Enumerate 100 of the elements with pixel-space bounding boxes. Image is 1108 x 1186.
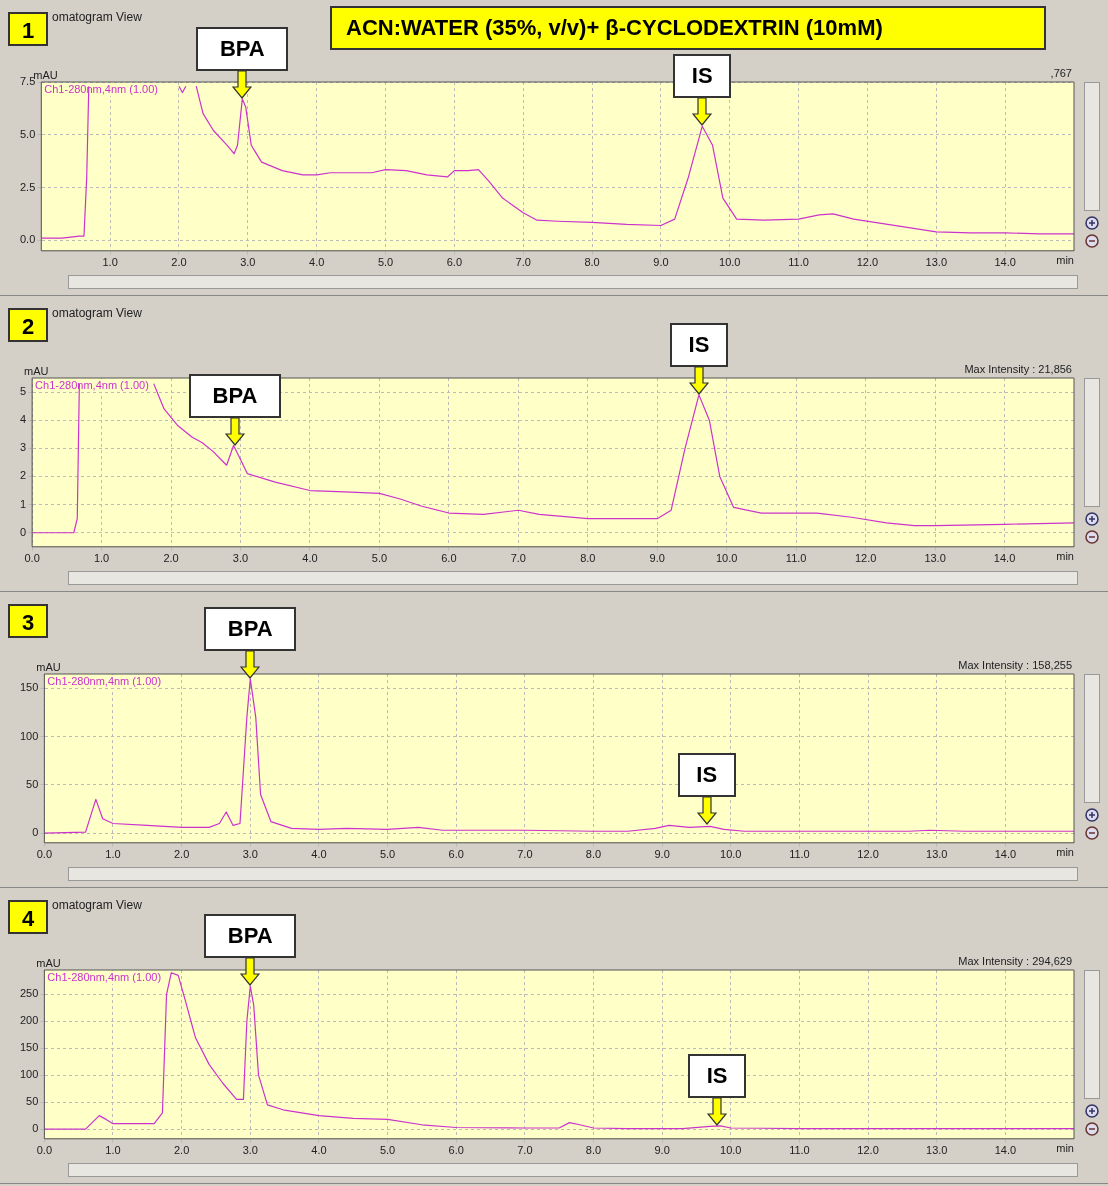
y-tick-label: 150 xyxy=(19,681,39,694)
y-tick-label: 0.0 xyxy=(19,233,36,246)
x-tick-label: 7.0 xyxy=(510,552,526,565)
x-tick-label: 2.0 xyxy=(173,1144,190,1157)
y-tick-label: 100 xyxy=(19,729,39,742)
y-tick-label: 5 xyxy=(19,385,27,398)
x-tick-label: 8.0 xyxy=(585,1144,602,1157)
x-tick-label: 1.0 xyxy=(93,552,110,565)
y-tick-label: 2 xyxy=(19,469,27,482)
x-tick-label: 2.0 xyxy=(163,552,179,565)
y-tick-label: 50 xyxy=(26,1095,39,1108)
annotation: BPA xyxy=(204,914,297,959)
x-tick-label: 12.0 xyxy=(857,1144,879,1157)
x-tick-label: 11.0 xyxy=(789,848,810,861)
y-tick-label: 2.5 xyxy=(19,180,36,193)
x-tick-label: 4.0 xyxy=(311,848,327,861)
x-tick-label: 2.0 xyxy=(173,848,190,861)
annotation: IS xyxy=(673,54,732,99)
x-tick-label: 2.0 xyxy=(171,256,187,269)
x-tick-label: 6.0 xyxy=(446,256,463,269)
x-tick-label: 12.0 xyxy=(856,256,879,269)
y-tick-label: 5.0 xyxy=(19,127,36,140)
x-tick-label: 4.0 xyxy=(311,1144,327,1157)
x-axis-title: min xyxy=(1056,254,1074,267)
text: Max Intensity : 294,629 xyxy=(958,955,1072,967)
x-tick-label: 4.0 xyxy=(302,552,318,565)
y-axis-title: mAU xyxy=(36,956,61,969)
y-tick-label: 4 xyxy=(19,413,27,426)
x-tick-label: 5.0 xyxy=(379,1144,396,1157)
x-tick-label: 3.0 xyxy=(242,848,258,861)
y-axis-title: mAU xyxy=(33,68,58,81)
text: omatogram View xyxy=(52,10,142,24)
x-tick-label: 13.0 xyxy=(925,256,948,269)
x-tick-label: 3.0 xyxy=(242,1144,258,1157)
x-tick-label: 1.0 xyxy=(105,1144,121,1157)
x-tick-label: 14.0 xyxy=(994,1144,1017,1157)
y-tick-label: 100 xyxy=(19,1068,39,1081)
annotation: IS xyxy=(688,1054,747,1099)
x-axis-title: min xyxy=(1056,846,1074,859)
x-tick-label: 9.0 xyxy=(654,1144,670,1157)
x-tick-label: 4.0 xyxy=(309,256,325,269)
annotation: BPA xyxy=(188,373,281,418)
y-tick-label: 50 xyxy=(26,777,39,790)
y-tick-label: 150 xyxy=(19,1041,39,1054)
text: Max Intensity : 21,856 xyxy=(964,363,1072,375)
x-tick-label: 9.0 xyxy=(649,552,665,565)
y-tick-label: 250 xyxy=(19,987,39,1000)
x-tick-label: 3.0 xyxy=(232,552,249,565)
text: ,767 xyxy=(1050,67,1072,79)
x-tick-label: 11.0 xyxy=(785,552,807,565)
x-tick-label: 13.0 xyxy=(926,1144,948,1157)
x-tick-label: 5.0 xyxy=(379,848,396,861)
x-tick-label: 14.0 xyxy=(994,256,1016,269)
x-tick-label: 1.0 xyxy=(102,256,118,269)
x-tick-label: 10.0 xyxy=(715,552,738,565)
y-tick-label: 0 xyxy=(32,1122,39,1135)
x-tick-label: 6.0 xyxy=(448,848,464,861)
y-axis-title: mAU xyxy=(24,364,49,377)
annotation: BPA xyxy=(204,606,297,651)
y-tick-label: 0 xyxy=(32,826,39,839)
x-tick-label: 11.0 xyxy=(788,256,809,269)
y-axis-title: mAU xyxy=(36,660,61,673)
x-tick-label: 6.0 xyxy=(441,552,457,565)
text: omatogram View xyxy=(52,306,142,320)
x-tick-label: 7.0 xyxy=(515,256,531,269)
y-tick-label: 0 xyxy=(19,525,27,538)
x-tick-label: 5.0 xyxy=(377,256,394,269)
x-tick-label: 5.0 xyxy=(371,552,388,565)
x-tick-label: 13.0 xyxy=(924,552,946,565)
y-tick-label: 7.5 xyxy=(19,75,36,88)
annotation: BPA xyxy=(196,26,289,71)
x-axis-title: min xyxy=(1056,550,1074,563)
x-tick-label: 14.0 xyxy=(994,848,1017,861)
x-tick-label: 12.0 xyxy=(854,552,877,565)
y-tick-label: 3 xyxy=(19,441,27,454)
x-tick-label: 13.0 xyxy=(926,848,948,861)
x-tick-label: 6.0 xyxy=(448,1144,464,1157)
x-tick-label: 9.0 xyxy=(654,848,670,861)
x-tick-label: 12.0 xyxy=(857,848,879,861)
text: Ch1-280nm,4nm (1.00) xyxy=(47,674,162,687)
x-tick-label: 7.0 xyxy=(517,848,533,861)
x-tick-label: 8.0 xyxy=(584,256,600,269)
x-tick-label: 9.0 xyxy=(653,256,669,269)
x-tick-label: 3.0 xyxy=(240,256,256,269)
text: omatogram View xyxy=(52,898,142,912)
text: Max Intensity : 158,255 xyxy=(958,659,1072,671)
x-tick-label: 10.0 xyxy=(720,1144,742,1157)
y-tick-label: 200 xyxy=(19,1014,39,1027)
series-label: Ch1-280nm,4nm (1.00) xyxy=(35,378,149,391)
annotation: IS xyxy=(677,753,736,798)
x-tick-label: 10.0 xyxy=(720,848,742,861)
x-tick-label: 14.0 xyxy=(993,552,1016,565)
y-tick-label: 1 xyxy=(19,497,27,510)
x-axis-title: min xyxy=(1056,1142,1074,1155)
x-tick-label: 7.0 xyxy=(517,1144,533,1157)
x-tick-label: 8.0 xyxy=(585,848,602,861)
series-label: Ch1-280nm,4nm (1.00) xyxy=(47,970,162,983)
annotation: IS xyxy=(669,322,728,367)
x-tick-label: 8.0 xyxy=(580,552,596,565)
x-tick-label: 1.0 xyxy=(105,848,121,861)
